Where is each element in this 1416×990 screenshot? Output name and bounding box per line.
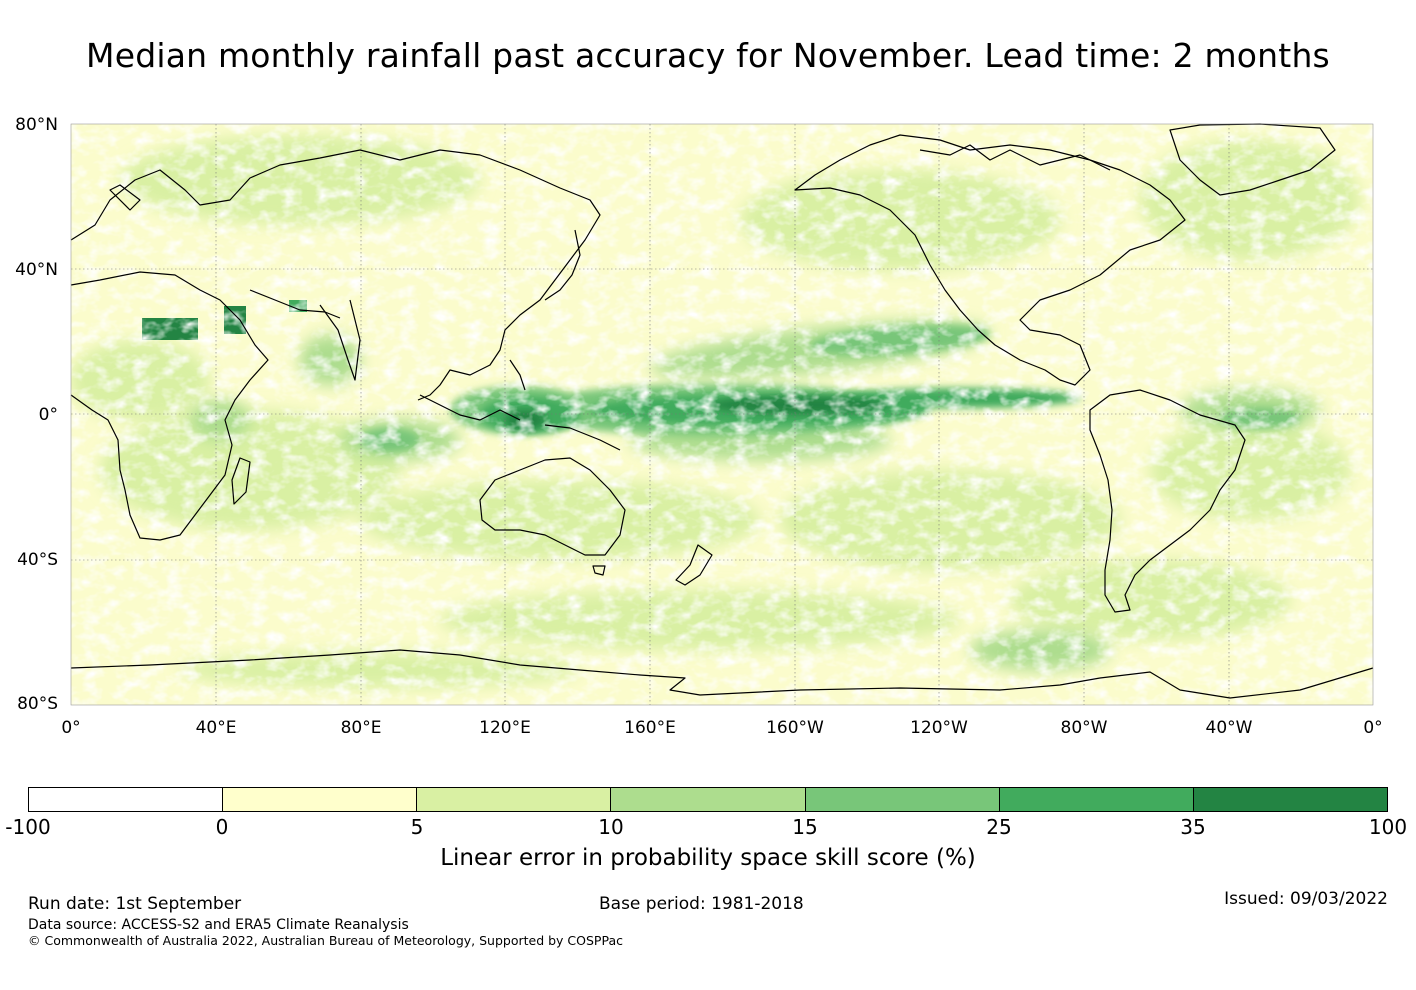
lon-label-80w: 80°W [1060,718,1108,738]
colorbar-segment [223,788,418,811]
colorbar [28,787,1388,812]
colorbar-segment [1193,788,1387,811]
skill-field [71,124,1373,705]
colorbar-segment [611,788,806,811]
colorbar-tick-label: 0 [215,815,229,839]
map-title: Median monthly rainfall past accuracy fo… [86,36,1330,75]
lat-label-80s: 80°S [17,694,58,714]
lon-label-80e: 80°E [340,718,382,738]
run-date: Run date: 1st September [28,894,242,914]
colorbar-title: Linear error in probability space skill … [440,845,976,871]
lon-label-160w: 160°W [766,718,824,738]
lat-label-40n: 40°N [15,260,58,280]
coastlines [70,123,1374,699]
issued-date: Issued: 09/03/2022 [1224,889,1388,909]
lon-label-160e: 160°E [624,718,676,738]
copyright: © Commonwealth of Australia 2022, Austra… [28,933,623,948]
colorbar-tick-label: 10 [598,815,624,839]
colorbar-segment [29,788,224,811]
lat-label-40s: 40°S [17,550,58,570]
lon-label-40e: 40°E [195,718,237,738]
data-source: Data source: ACCESS-S2 and ERA5 Climate … [28,917,409,933]
colorbar-tick-label: 35 [1180,815,1206,839]
lon-label-0-right: 0° [1363,718,1383,738]
colorbar-segment [999,788,1194,811]
map-frame [70,123,1374,706]
colorbar-tick-label: 100 [1368,815,1408,839]
colorbar-tick-label: 5 [410,815,424,839]
colorbar-segment [805,788,1000,811]
lat-label-80n: 80°N [15,115,58,135]
lon-label-120e: 120°E [479,718,531,738]
skill-map [70,123,1374,706]
graticule [71,124,1373,705]
lon-label-120w: 120°W [910,718,968,738]
colorbar-tick-label: 25 [986,815,1012,839]
base-period: Base period: 1981-2018 [599,894,804,914]
lat-label-0: 0° [38,405,58,425]
colorbar-tick-label: -100 [5,815,51,839]
lon-label-40w: 40°W [1205,718,1253,738]
lon-label-0-left: 0° [61,718,81,738]
colorbar-segment [417,788,612,811]
colorbar-tick-label: 15 [792,815,818,839]
